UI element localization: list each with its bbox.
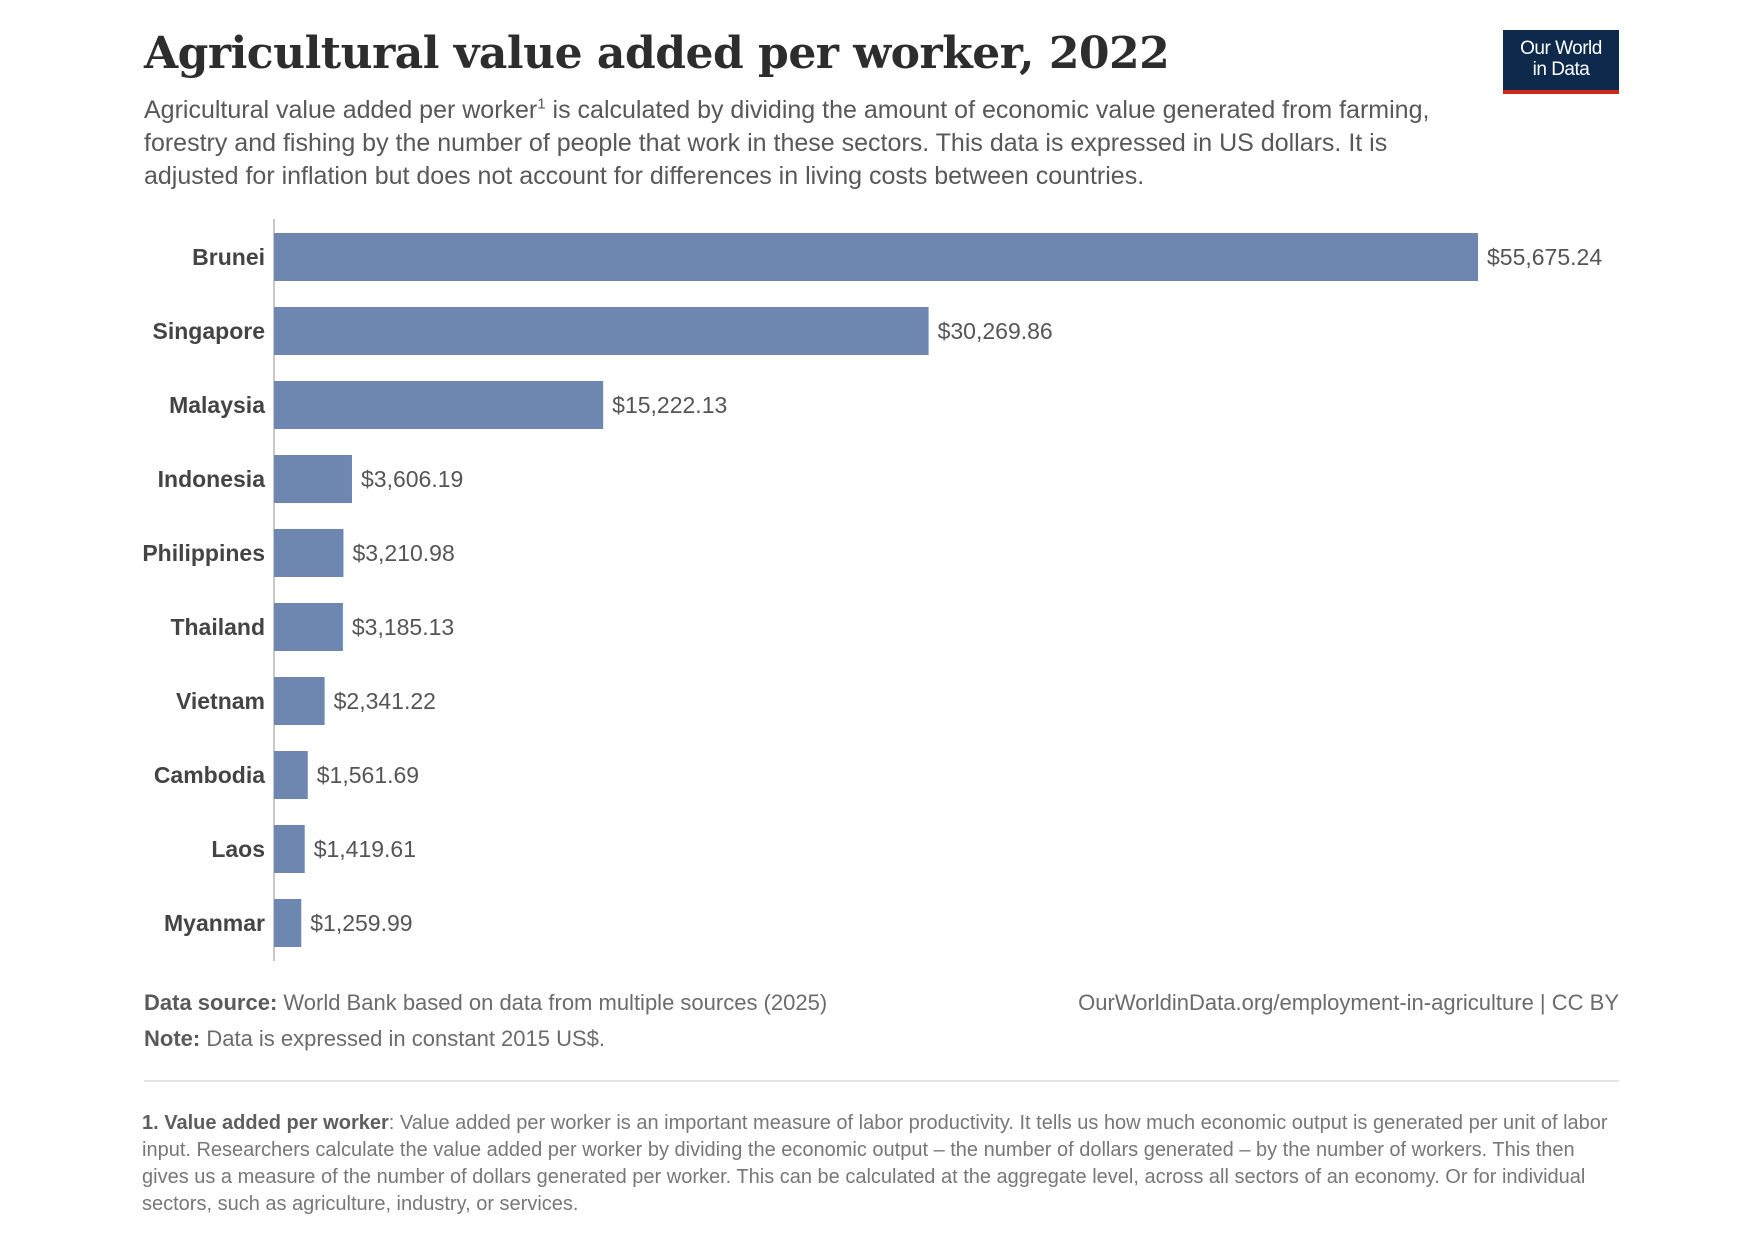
data-label: $3,185.13 xyxy=(352,614,454,640)
footnote: 1. Value added per worker: Value added p… xyxy=(142,1110,1622,1218)
bar[interactable] xyxy=(274,751,308,799)
our-world-in-data-logo[interactable]: Our World in Data xyxy=(1503,30,1619,94)
category-label: Laos xyxy=(211,836,265,862)
category-label: Vietnam xyxy=(176,688,265,714)
chart-title: Agricultural value added per worker, 202… xyxy=(144,28,1170,79)
data-label: $15,222.13 xyxy=(612,392,727,418)
bar[interactable] xyxy=(274,455,352,503)
category-label: Brunei xyxy=(192,244,265,270)
category-label: Philippines xyxy=(142,540,265,566)
bar[interactable] xyxy=(274,307,929,355)
logo-line-2: in Data xyxy=(1532,59,1590,80)
chart-subtitle: Agricultural value added per worker1 is … xyxy=(144,94,1454,193)
bar[interactable] xyxy=(274,233,1478,281)
category-label: Thailand xyxy=(170,614,265,640)
logo-line-1: Our World xyxy=(1520,38,1602,59)
note-label: Note: xyxy=(144,1026,201,1051)
category-label: Myanmar xyxy=(164,910,265,936)
bar[interactable] xyxy=(274,381,604,429)
data-label: $3,210.98 xyxy=(352,540,454,566)
bar[interactable] xyxy=(274,603,343,651)
category-label: Malaysia xyxy=(169,392,265,418)
bar[interactable] xyxy=(274,899,302,947)
subtitle-text-start: Agricultural value added per worker xyxy=(144,96,538,124)
source-url[interactable]: OurWorldinData.org/employment-in-agricul… xyxy=(1078,990,1619,1015)
data-label: $1,561.69 xyxy=(317,762,419,788)
footnote-label: 1. Value added per worker xyxy=(142,1112,389,1134)
data-note: Note: Data is expressed in constant 2015… xyxy=(144,1026,605,1052)
footnote-text: : Value added per worker is an important… xyxy=(142,1112,1608,1215)
subtitle-text-end: is calculated by dividing the amount of … xyxy=(144,96,1430,190)
data-label: $55,675.24 xyxy=(1487,244,1602,270)
data-label: $1,259.99 xyxy=(310,910,412,936)
category-label: Cambodia xyxy=(154,762,265,788)
bar[interactable] xyxy=(274,825,305,873)
data-label: $3,606.19 xyxy=(361,466,463,492)
data-label: $1,419.61 xyxy=(314,836,416,862)
data-source-label: Data source: xyxy=(144,990,278,1015)
data-source-text[interactable]: World Bank based on data from multiple s… xyxy=(277,990,828,1015)
data-source: Data source: World Bank based on data fr… xyxy=(144,990,827,1016)
bar-chart: Brunei $55,675.24 Singapore $30,269.86 Malay… xyxy=(142,219,1602,961)
bar[interactable] xyxy=(274,529,344,577)
category-label: Indonesia xyxy=(158,466,266,492)
category-label: Singapore xyxy=(153,318,265,344)
bar[interactable] xyxy=(274,677,325,725)
footer-divider xyxy=(144,1080,1619,1082)
data-label: $30,269.86 xyxy=(938,318,1053,344)
footnote-reference[interactable]: 1 xyxy=(537,95,546,113)
note-text: Data is expressed in constant 2015 US$. xyxy=(200,1026,606,1051)
data-label: $2,341.22 xyxy=(334,688,436,714)
